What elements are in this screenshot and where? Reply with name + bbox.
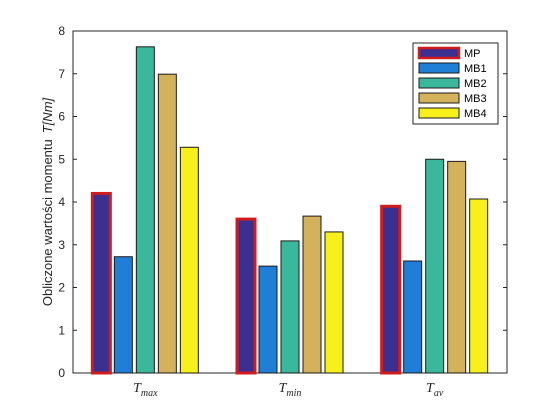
y-tick-label: 1 (58, 323, 65, 337)
bar-mb1-3 (403, 260, 423, 374)
ticks-layer: 0 1 2 3 4 5 6 7 8 (58, 24, 507, 380)
x-category-sub: av (434, 388, 444, 399)
legend-label-mb2: MB2 (464, 78, 487, 90)
x-category-label: Tmin (279, 381, 302, 399)
bar-mb1-2 (258, 265, 278, 374)
bar-mb2-1 (135, 46, 155, 374)
x-category-label: Tav (426, 381, 444, 399)
legend-label-mb4: MB4 (464, 108, 487, 120)
bar-mb4-1 (179, 146, 199, 374)
x-category-main: T (426, 381, 435, 396)
legend-swatch-mb1 (418, 62, 460, 74)
bar-mp-1 (90, 191, 112, 375)
x-category-label: Tmax (133, 381, 158, 399)
legend-swatch-mb4 (418, 107, 460, 119)
x-category-main: T (133, 381, 142, 396)
y-tick-label: 3 (58, 238, 65, 252)
x-category-sub: min (286, 388, 301, 399)
bars-layer (90, 46, 489, 375)
legend-swatch-mb3 (418, 92, 460, 104)
y-axis-label-text: Obliczone wartości momentu (40, 139, 55, 306)
legend-swatch-mp (417, 46, 461, 60)
legend-label-mb1: MB1 (464, 63, 487, 75)
x-category-sub: max (141, 388, 158, 399)
y-tick-label: 8 (58, 24, 65, 38)
y-tick-label: 6 (58, 110, 65, 124)
bar-mb3-2 (302, 215, 322, 374)
bar-mb4-2 (324, 231, 344, 374)
bar-mb1-1 (113, 256, 133, 374)
bar-mb4-3 (469, 198, 489, 374)
y-axis-label: Obliczone wartości momentu T[Nm] (40, 97, 55, 306)
bar-mp-2 (235, 217, 257, 375)
bar-mb2-2 (280, 240, 300, 374)
x-category-main: T (279, 381, 288, 396)
y-tick-label: 2 (58, 281, 65, 295)
bar-mb3-3 (447, 160, 467, 374)
legend-swatch-mb2 (418, 77, 460, 89)
y-tick-label: 0 (58, 366, 65, 380)
legend: MP MB1 MB2 MB3 MB4 (412, 42, 499, 125)
bar-mb2-3 (425, 158, 445, 374)
y-tick-label: 5 (58, 152, 65, 166)
y-tick-label: 4 (58, 195, 65, 209)
y-tick-label: 7 (58, 67, 65, 81)
legend-label-mb3: MB3 (464, 93, 487, 105)
bar-mb3-1 (157, 73, 177, 374)
y-axis-label-symbol: T[Nm] (40, 97, 55, 133)
bar-mp-3 (380, 204, 402, 375)
legend-label-mp: MP (464, 48, 481, 60)
category-labels: Tmax Tmin Tav (133, 381, 444, 399)
